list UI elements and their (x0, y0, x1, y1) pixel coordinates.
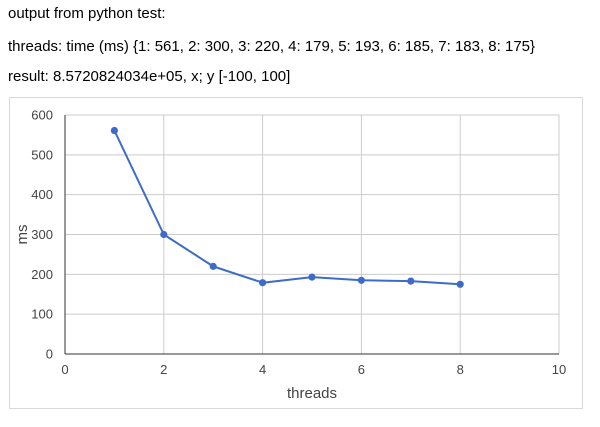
data-point (308, 273, 316, 281)
x-tick-label: 10 (552, 362, 566, 377)
y-tick-label: 400 (31, 187, 53, 202)
chart-grid (65, 114, 560, 354)
data-point (357, 276, 365, 284)
x-tick-label: 8 (457, 362, 464, 377)
y-tick-label: 600 (31, 108, 53, 123)
x-tick-label: 2 (160, 362, 167, 377)
data-point (160, 230, 168, 239)
y-tick-label: 200 (31, 267, 53, 282)
header-line-timings: threads: time (ms) {1: 561, 2: 300, 3: 2… (8, 38, 536, 55)
chart-axes (64, 115, 559, 355)
x-tick-label: 6 (358, 362, 365, 377)
data-point (110, 126, 118, 135)
data-point (407, 277, 415, 285)
y-tick-label: 500 (31, 147, 53, 162)
x-tick-label: 4 (259, 362, 266, 377)
chart-frame (9, 97, 583, 409)
data-point (209, 262, 217, 270)
x-tick-label: 0 (61, 362, 68, 377)
data-point (259, 279, 267, 287)
y-tick-label: 0 (46, 347, 53, 362)
chart-series (110, 126, 464, 288)
y-tick-label: 300 (31, 227, 53, 242)
header-line-result: result: 8.5720824034e+05, x; y [-100, 10… (8, 68, 291, 85)
chart-labels: threads ms 0 100 200 300 400 500 600 0 2 4 6 8 10 (14, 108, 566, 403)
data-point (456, 280, 464, 288)
x-axis-title: threads (287, 385, 337, 402)
y-axis-title: ms (14, 225, 31, 245)
y-tick-label: 100 (31, 307, 53, 322)
series-line (113, 130, 461, 286)
header-line-title: output from python test: (8, 5, 166, 22)
